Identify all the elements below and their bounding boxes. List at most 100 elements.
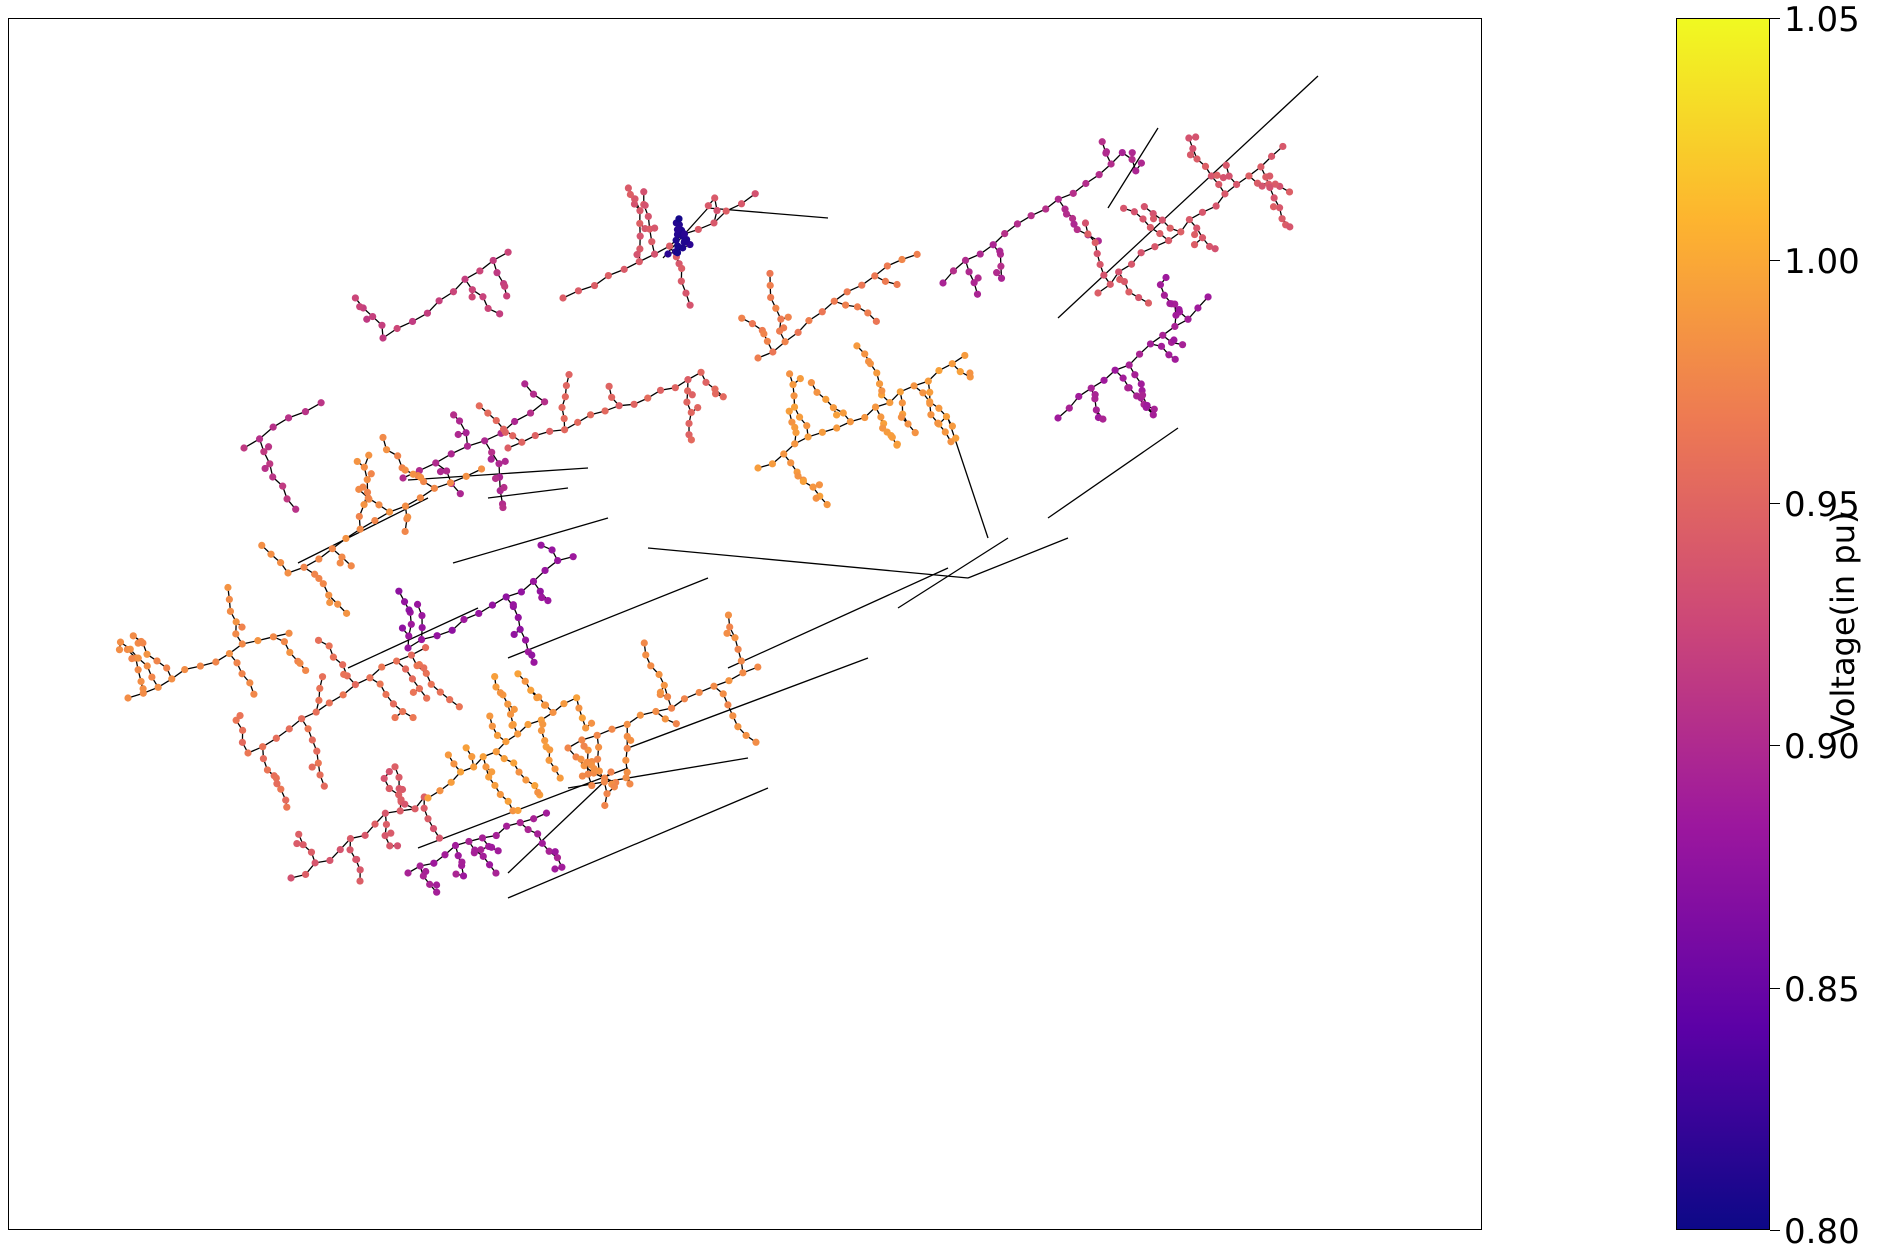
bus-node	[593, 731, 601, 739]
bus-node	[661, 715, 669, 723]
bus-node	[560, 426, 569, 434]
bus-node	[846, 418, 854, 426]
bus-node	[514, 670, 522, 678]
bus-node	[378, 663, 386, 671]
bus-node	[883, 262, 891, 270]
bus-node	[630, 400, 638, 408]
bus-node	[280, 638, 288, 646]
bus-node	[527, 686, 535, 694]
bus-node	[296, 659, 304, 667]
bus-node	[719, 393, 727, 401]
bus-node	[752, 738, 760, 746]
bus-node	[961, 256, 970, 264]
bus-node	[351, 294, 359, 302]
bus-node	[463, 442, 472, 450]
bus-node	[578, 772, 587, 780]
network-plot	[115, 75, 1319, 899]
bus-node	[482, 763, 490, 771]
bus-node	[642, 651, 650, 659]
bus-node	[269, 473, 277, 481]
bus-node	[853, 303, 862, 311]
bus-node	[1142, 403, 1150, 412]
bus-node	[366, 674, 374, 682]
bus-node	[363, 476, 371, 484]
bus-node	[554, 556, 562, 565]
bus-node	[1102, 148, 1111, 156]
bus-node	[574, 418, 582, 426]
bus-node	[259, 755, 268, 763]
bus-node	[1267, 152, 1276, 160]
bus-node	[842, 301, 850, 309]
bus-node	[538, 593, 546, 602]
bus-node	[418, 611, 426, 620]
bus-node	[667, 704, 676, 712]
bus-node	[833, 424, 841, 432]
bus-node	[124, 694, 132, 702]
bus-node	[546, 746, 554, 754]
bus-node	[627, 736, 635, 744]
bus-node	[504, 444, 512, 452]
bus-node	[1156, 229, 1164, 238]
network-edge	[507, 777, 609, 874]
bus-node	[623, 744, 631, 752]
bus-node	[633, 251, 641, 259]
bus-node	[1204, 293, 1212, 301]
bus-node	[580, 742, 588, 750]
bus-node	[648, 238, 656, 246]
bus-node	[766, 281, 774, 290]
bus-node	[503, 822, 511, 830]
bus-node	[799, 477, 807, 486]
bus-node	[582, 724, 590, 732]
bus-node	[760, 330, 768, 338]
bus-node	[486, 712, 494, 720]
bus-node	[896, 388, 904, 396]
bus-node	[382, 446, 391, 454]
bus-node	[644, 394, 652, 402]
bus-node	[284, 414, 293, 422]
bus-node	[1137, 380, 1145, 388]
bus-node	[1135, 350, 1144, 358]
bus-node	[386, 842, 394, 850]
bus-node	[813, 388, 821, 396]
bus-node	[595, 743, 603, 751]
bus-node	[731, 634, 739, 642]
bus-node	[1125, 288, 1133, 296]
bus-node	[224, 583, 232, 592]
bus-node	[232, 618, 240, 626]
bus-node	[656, 386, 665, 394]
colorbar-tick	[1770, 988, 1780, 989]
bus-node	[623, 768, 631, 776]
bus-node	[551, 865, 559, 873]
bus-node	[454, 852, 462, 860]
bus-node	[973, 290, 982, 298]
bus-node	[503, 292, 511, 300]
bus-node	[1201, 162, 1210, 170]
bus-node	[450, 760, 458, 768]
bus-node	[353, 457, 361, 466]
bus-node	[436, 468, 445, 476]
bus-node	[1233, 180, 1241, 189]
bus-node	[588, 781, 596, 790]
bus-node	[308, 736, 316, 744]
bus-node	[1127, 260, 1136, 268]
bus-node	[573, 694, 581, 702]
bus-node	[754, 663, 762, 671]
bus-node	[610, 783, 618, 791]
bus-node	[551, 848, 559, 856]
bus-node	[492, 416, 500, 425]
bus-node	[429, 825, 438, 833]
bus-node	[1190, 241, 1199, 249]
bus-node	[405, 606, 413, 614]
bus-node	[738, 314, 746, 322]
bus-node	[168, 675, 176, 683]
bus-node	[620, 265, 628, 273]
bus-node	[911, 429, 919, 437]
bus-node	[129, 632, 137, 640]
bus-node	[711, 194, 719, 202]
network-edge	[627, 657, 869, 749]
bus-node	[238, 640, 246, 648]
bus-node	[651, 224, 659, 232]
network-edge	[347, 607, 479, 669]
bus-node	[143, 662, 151, 670]
bus-node	[1212, 202, 1220, 210]
